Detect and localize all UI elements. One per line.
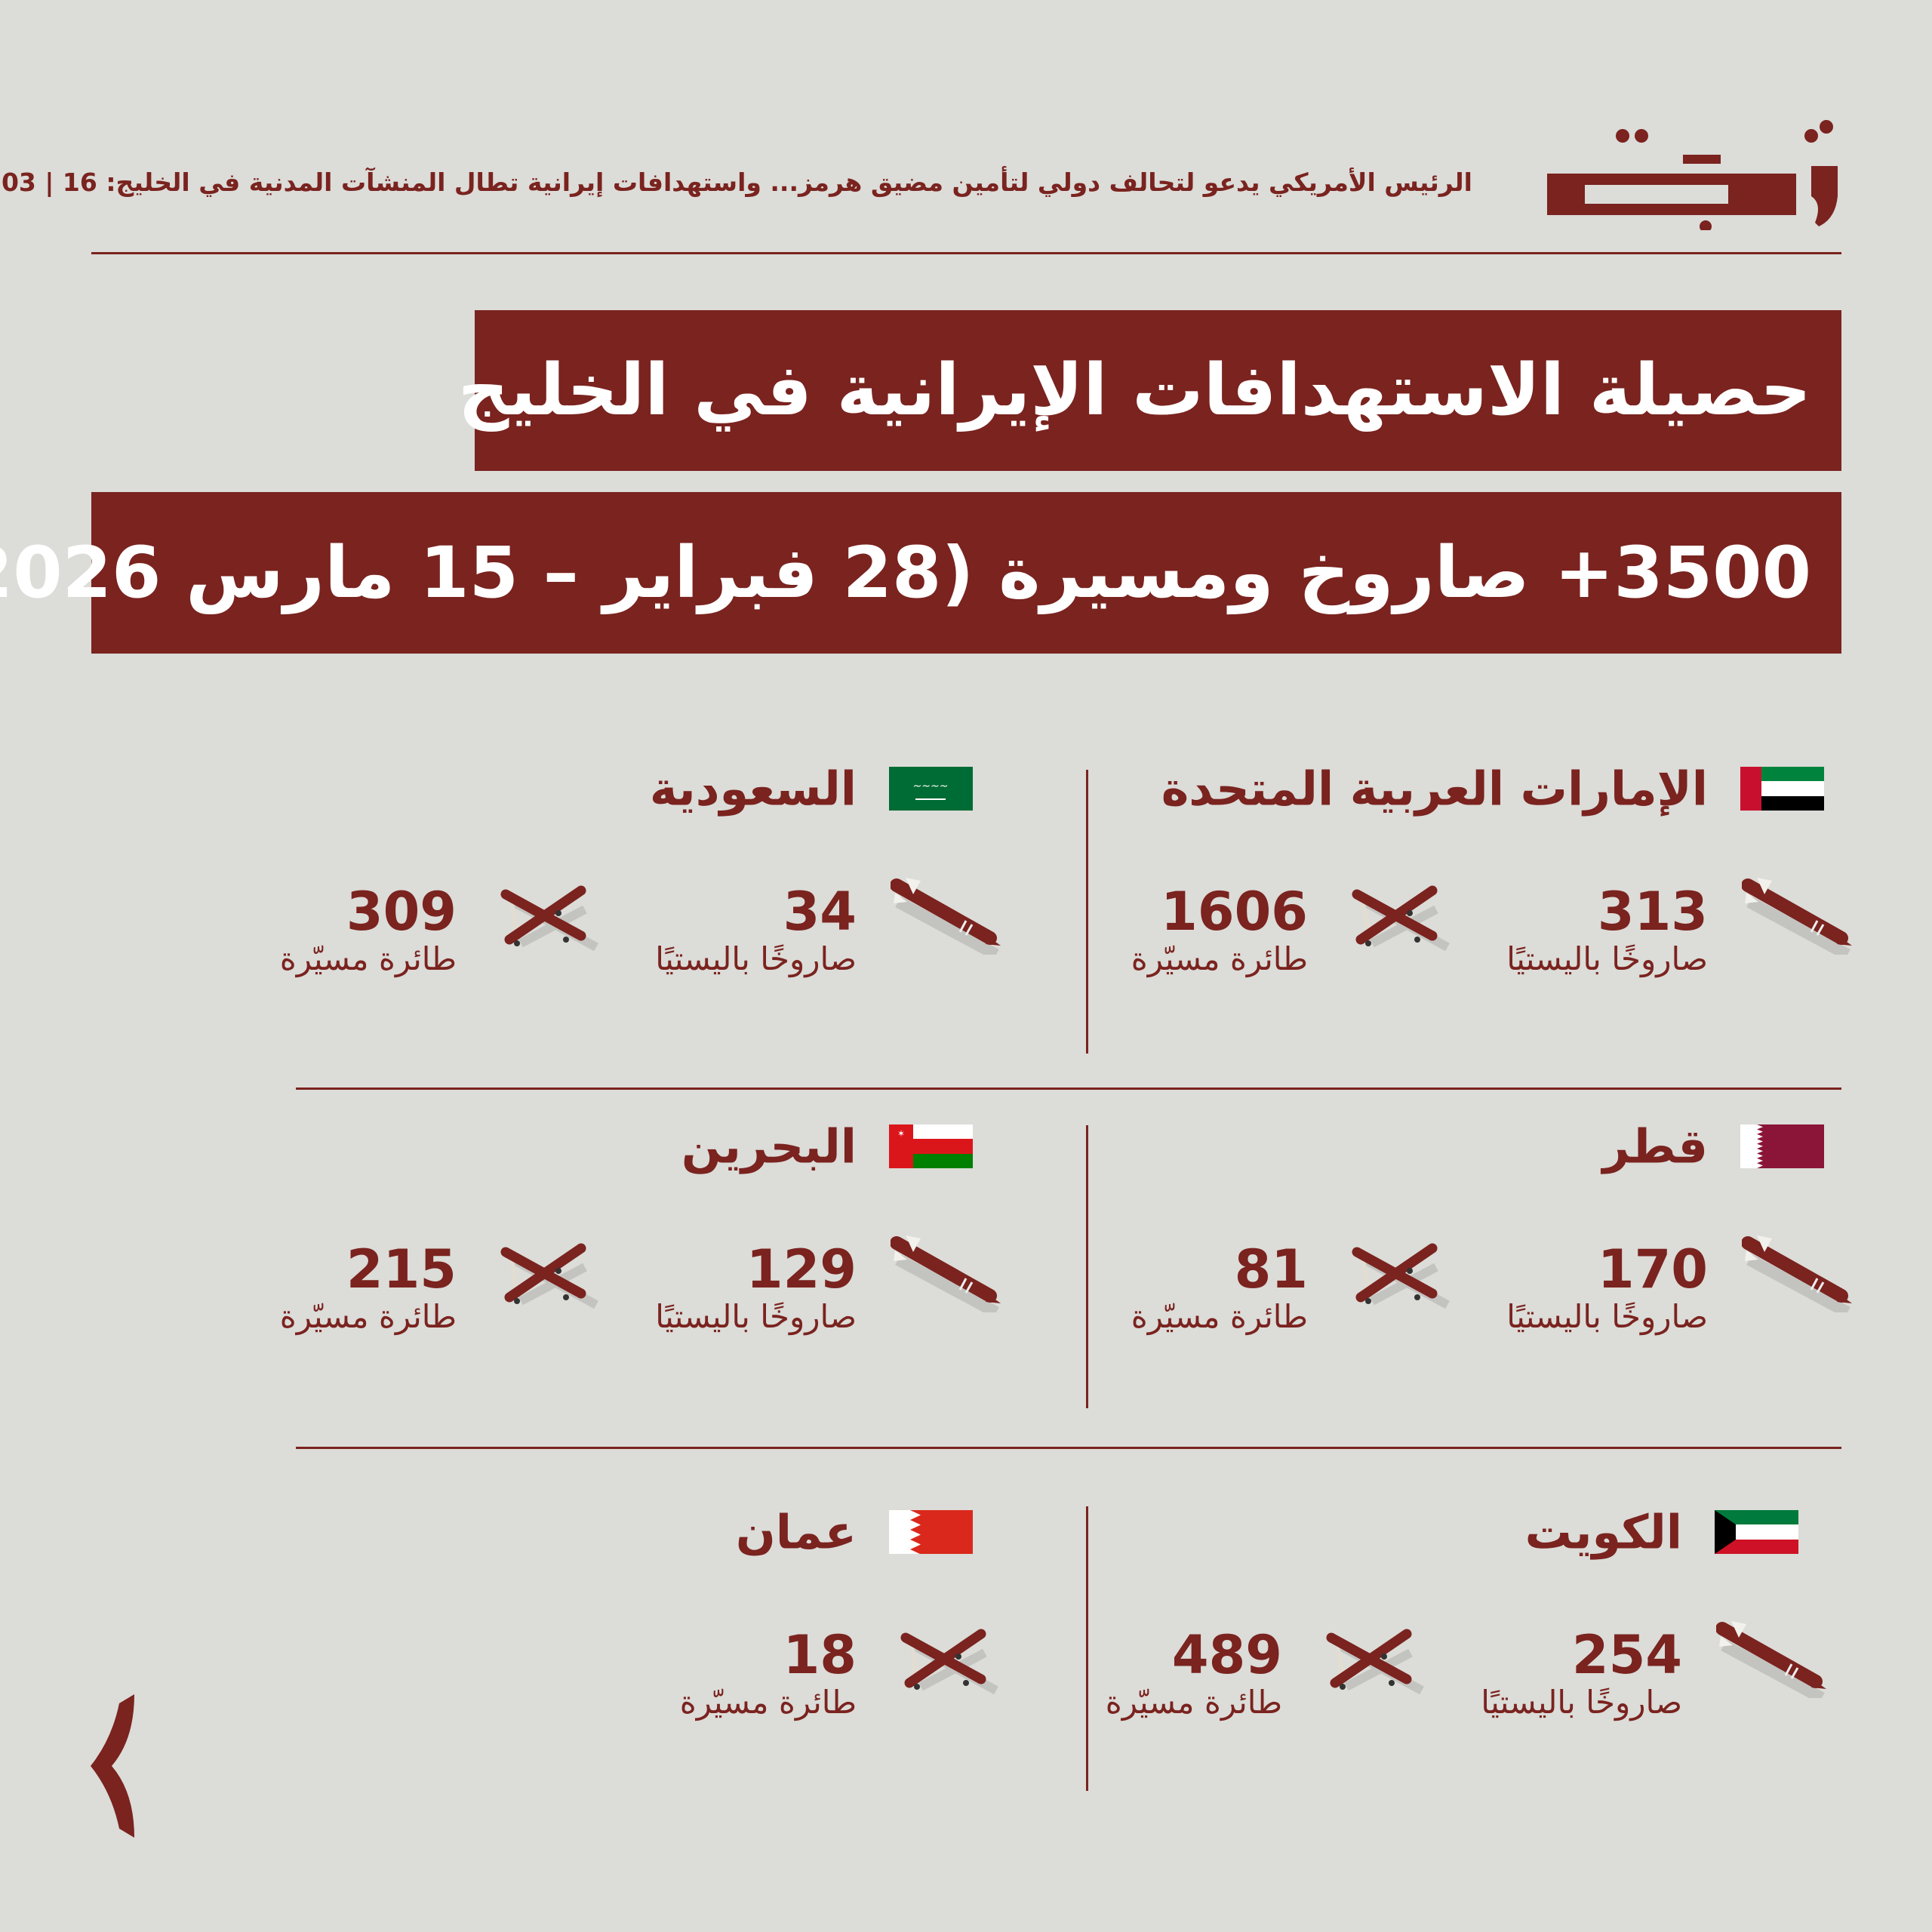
drone-icon [1352,875,1450,952]
country-name: الإمارات العربية المتحدة [1161,761,1708,817]
stat-label: صاروخًا باليستيًا [655,940,857,977]
drone-icon [500,1233,598,1309]
country-name: البحرين [681,1118,857,1174]
stat-label: طائرة مسيّرة [679,1684,857,1721]
stat-label: صاروخًا باليستيًا [1506,940,1708,977]
svg-text:~~~~: ~~~~ [913,780,949,792]
subtitle: 3500+ صاروخ ومسيرة (28 فبراير – 15 مارس … [0,492,1841,654]
drone-icon [900,1619,998,1695]
missile-icon [891,1235,1001,1312]
missile-icon [891,878,1001,955]
stat-value: 313 [1597,881,1708,943]
row-divider [296,1447,1841,1449]
svg-text:✶: ✶ [897,1128,905,1139]
country-name: الكويت [1524,1504,1682,1560]
saudi-flag: ~~~~ [889,767,973,811]
stat-value: 489 [1171,1624,1282,1686]
stat-label: صاروخًا باليستيًا [1506,1298,1708,1335]
oman-flag: ✶ [889,1124,973,1168]
bahrain-flag [889,1510,973,1554]
stat-value: 129 [746,1238,857,1300]
stat-label: صاروخًا باليستيًا [1481,1684,1682,1721]
qatar-flag [1740,1124,1824,1168]
kuwait-flag [1715,1510,1798,1554]
decorative-bracket [91,1694,134,1838]
stat-label: طائرة مسيّرة [1131,940,1308,977]
stat-value: 18 [783,1624,857,1686]
main-title: حصيلة الاستهدافات الإيرانية في الخليج [458,310,1841,471]
stat-value: 215 [346,1238,457,1300]
country-name: السعودية [649,761,857,817]
stat-label: طائرة مسيّرة [1131,1298,1308,1335]
missile-icon [1716,1621,1826,1698]
missile-icon [1742,1235,1852,1312]
missile-icon [1742,878,1852,955]
header-divider [91,252,1841,254]
country-name: عمان [735,1504,857,1560]
stat-value: 309 [346,881,457,943]
drone-icon [1326,1619,1424,1695]
stat-label: طائرة مسيّرة [1105,1684,1282,1721]
drone-icon [1352,1233,1450,1309]
stat-value: 81 [1234,1238,1308,1300]
stat-value: 1606 [1161,881,1308,943]
country-name: قطر [1602,1118,1708,1174]
uae-flag [1740,767,1824,811]
column-divider [1086,770,1088,1054]
stat-value: 254 [1571,1624,1682,1686]
stat-value: 34 [783,881,857,943]
stat-value: 170 [1597,1238,1708,1300]
row-divider [296,1088,1841,1090]
stat-label: صاروخًا باليستيًا [655,1298,857,1335]
drone-icon [500,875,598,952]
logo [1547,120,1838,230]
column-divider [1086,1125,1088,1408]
stat-label: طائرة مسيّرة [279,1298,457,1335]
stat-label: طائرة مسيّرة [279,940,457,977]
headline: الرئيس الأمريكي يدعو لتحالف دولي لتأمين … [0,168,1472,197]
column-divider [1086,1506,1088,1791]
